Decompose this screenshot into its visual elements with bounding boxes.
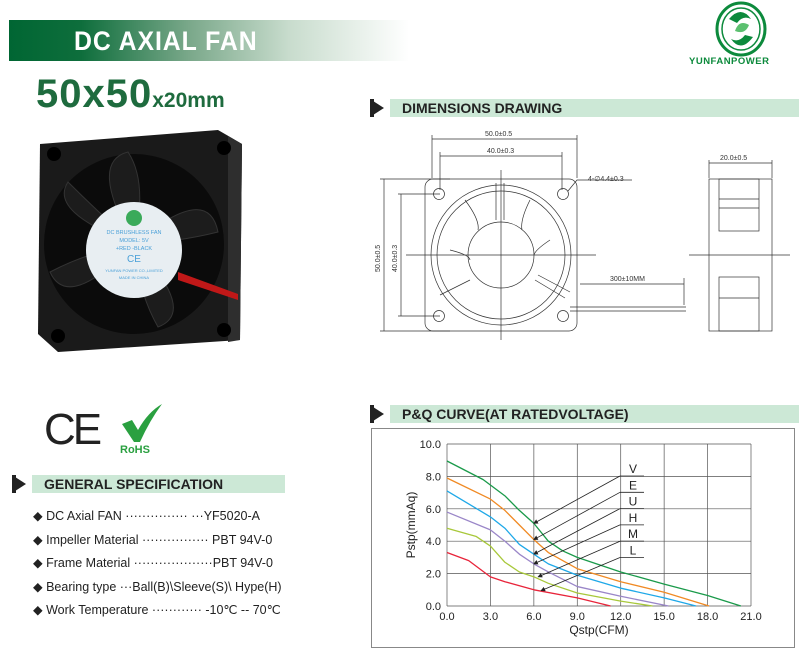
label-line: +RED -BLACK — [116, 246, 153, 252]
y-tick-label: 10.0 — [420, 439, 441, 451]
x-tick-label: 0.0 — [439, 611, 454, 623]
size-main: 50x50 — [36, 72, 153, 116]
x-tick-label: 15.0 — [653, 611, 674, 623]
legend-label-M: M — [628, 527, 638, 541]
spec-item: ◆ DC Axial FAN ··············· ···YF5020… — [33, 508, 260, 523]
legend-arrow-V — [533, 475, 621, 524]
dim-outer-height: 50.0±0.5 — [375, 245, 382, 272]
dim-hole: 4-∅4.4±0.3 — [588, 176, 624, 183]
dim-depth: 20.0±0.5 — [720, 155, 747, 162]
x-tick-label: 18.0 — [697, 611, 718, 623]
y-tick-label: 4.0 — [426, 536, 441, 548]
dim-outer-width: 50.0±0.5 — [485, 131, 512, 138]
y-tick-label: 2.0 — [426, 569, 441, 581]
legend-label-L: L — [630, 544, 637, 558]
spec-dots: ··· — [116, 579, 133, 594]
spec-value: YF5020-A — [203, 509, 260, 523]
series-line-L — [446, 551, 611, 607]
x-tick-label: 12.0 — [610, 611, 631, 623]
label-line: MODEL: 5V — [119, 238, 149, 244]
label-line: MADE IN CHINA — [119, 275, 150, 280]
spec-dots: ············ — [148, 603, 206, 617]
legend-arrow-M — [537, 540, 621, 578]
dim-hole-pitch: 40.0±0.3 — [487, 148, 514, 155]
x-tick-label: 9.0 — [570, 611, 585, 623]
diamond-bullet-icon: ◆ — [33, 532, 47, 547]
dim-lead: 300±10MM — [610, 276, 645, 283]
dim-hole-pitch-v: 40.0±0.3 — [392, 245, 399, 272]
dimensions-title: DIMENSIONS DRAWING — [390, 99, 799, 117]
legend-label-H: H — [629, 511, 638, 525]
spec-dots: ················ — [138, 532, 213, 547]
spec-value: Ball(B)\Sleeve(S)\ Hype(H) — [132, 579, 282, 594]
x-axis-label: Qstp(CFM) — [569, 623, 628, 637]
x-tick-label: 6.0 — [526, 611, 541, 623]
legend-arrow-U — [533, 508, 621, 555]
legend-label-V: V — [629, 462, 637, 476]
label-line: YUNFAN POWER CO.,LIMITED — [105, 268, 163, 273]
size-sub: x20mm — [152, 89, 225, 112]
dimensions-drawing: 50.0±0.5 40.0±0.3 4-∅4.4±0.3 300±10MM 20… — [375, 131, 790, 340]
diamond-bullet-icon: ◆ — [33, 603, 47, 617]
fan-product-photo: DC BRUSHLESS FAN MODEL: 5V +RED -BLACK C… — [38, 130, 242, 352]
series-line-E — [446, 477, 710, 607]
spec-label: Work Temperature — [46, 603, 149, 617]
diamond-bullet-icon: ◆ — [33, 579, 47, 594]
x-tick-label: 21.0 — [740, 611, 761, 623]
x-tick-label: 3.0 — [483, 611, 498, 623]
ce-mark: CE — [44, 405, 102, 454]
spec-label: DC Axial FAN — [46, 509, 122, 523]
pq-curve-chart: 0.0 3.0 6.0 9.0 12.0 15.0 18.0 21.0 0.0 2.0 4.0 6.0… — [404, 439, 762, 637]
spec-item: ◆ Impeller Material ················ PBT… — [33, 532, 272, 547]
series-line-M — [446, 527, 653, 607]
spec-dots: ··············· ··· — [121, 509, 204, 523]
rohs-check-icon: RoHS — [120, 404, 162, 456]
series-line-V — [446, 460, 742, 607]
spec-value: PBT 94V-0 — [212, 556, 273, 570]
brand-logo-icon — [715, 1, 767, 57]
spec-label: Frame Material — [46, 556, 131, 570]
chart-title: P&Q CURVE(AT RATEDVOLTAGE) — [390, 405, 799, 423]
spec-dots: ··················· — [130, 556, 213, 570]
spec-item: ◆ Frame Material ···················PBT … — [33, 555, 273, 570]
spec-value: -10℃ -- 70℃ — [205, 603, 281, 617]
legend-label-E: E — [629, 478, 637, 492]
label-ce: CE — [127, 254, 141, 265]
spec-title: GENERAL SPECIFICATION — [32, 475, 285, 493]
fan-size: 50x50x20mm — [36, 72, 225, 117]
series-line-U — [446, 490, 697, 607]
spec-label: Bearing type — [46, 579, 117, 594]
y-tick-label: 8.0 — [426, 471, 441, 483]
title-banner: DC AXIAL FAN — [9, 20, 409, 61]
legend-label-U: U — [629, 495, 638, 509]
y-tick-label: 0.0 — [426, 601, 441, 613]
spec-label: Impeller Material — [46, 532, 139, 547]
spec-item: ◆ Bearing type ···Ball(B)\Sleeve(S)\ Hyp… — [33, 579, 282, 594]
legend-arrow-L — [540, 557, 621, 592]
rohs-label: RoHS — [120, 444, 150, 456]
label-line: DC BRUSHLESS FAN — [106, 230, 161, 236]
page-title: DC AXIAL FAN — [74, 26, 258, 56]
chart-frame — [371, 428, 795, 648]
y-tick-label: 6.0 — [426, 504, 441, 516]
brand-name: YUNFANPOWER — [689, 56, 770, 67]
spec-item: ◆ Work Temperature ············ -10℃ -- … — [33, 602, 281, 617]
legend-arrow-E — [533, 491, 621, 540]
diamond-bullet-icon: ◆ — [33, 556, 47, 570]
spec-value: PBT 94V-0 — [212, 532, 273, 547]
legend-arrow-H — [533, 524, 621, 565]
y-axis-label: Pstp(mmAq) — [404, 492, 418, 559]
diamond-bullet-icon: ◆ — [33, 509, 47, 523]
